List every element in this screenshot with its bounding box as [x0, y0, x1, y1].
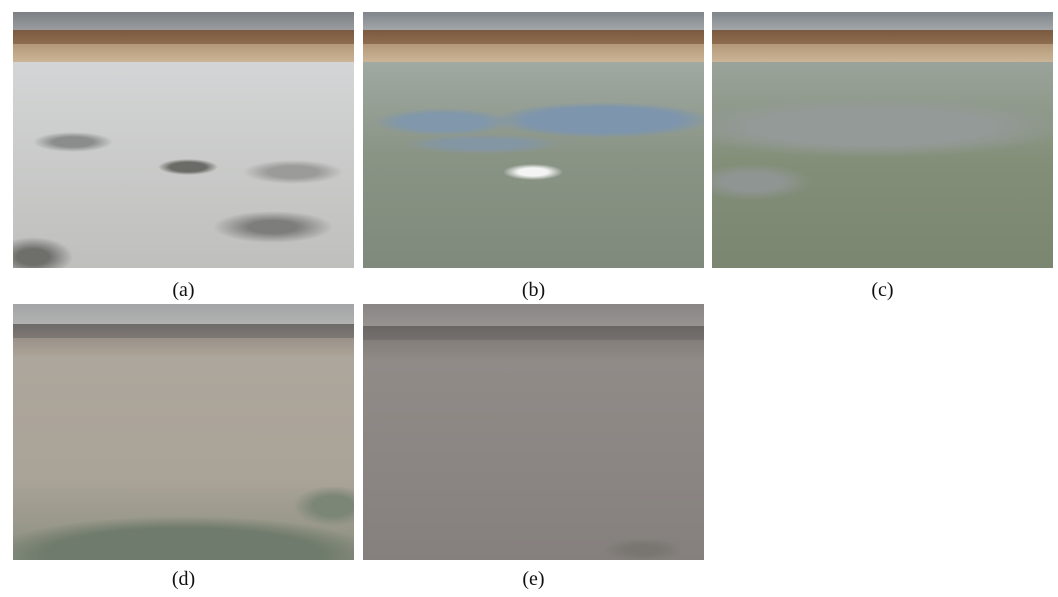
caption: (e): [363, 568, 704, 591]
photo-d: [13, 304, 354, 560]
photo-e: [363, 304, 704, 560]
figure: {"panels": [{"caption": "(a)"}, {"captio…: [0, 0, 1058, 597]
caption: (a): [13, 279, 354, 302]
photo-a: [13, 12, 354, 268]
photo-c: [712, 12, 1053, 268]
caption: (d): [13, 568, 354, 591]
caption: (b): [363, 279, 704, 302]
photo-b: [363, 12, 704, 268]
caption: (c): [712, 279, 1053, 302]
